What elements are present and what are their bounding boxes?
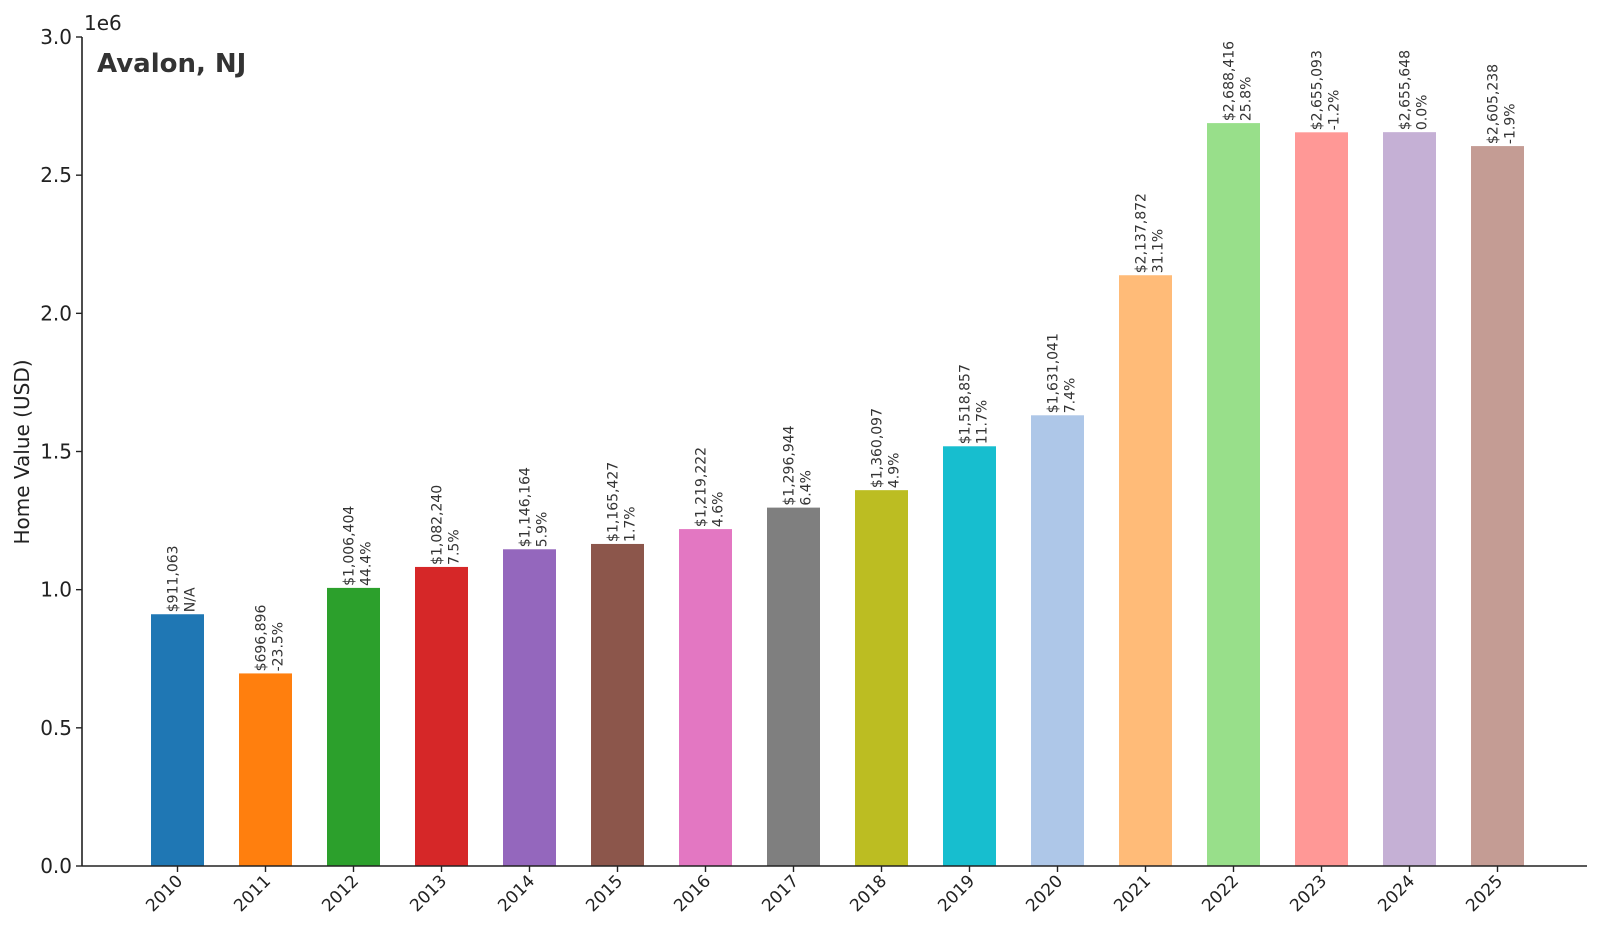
bar-value-label: $696,896 [254, 605, 270, 672]
bar-value-label: $1,296,944 [782, 425, 798, 505]
bar-change-label: 1.7% [623, 506, 639, 542]
bar [415, 566, 468, 866]
bar [1119, 275, 1172, 866]
bar-value-label: $2,605,238 [1486, 64, 1502, 144]
bar-change-label: N/A [183, 587, 199, 612]
bar-value-label: $1,219,222 [694, 447, 710, 527]
y-tick-label: 1.5 [40, 440, 72, 464]
y-tick-label: 3.0 [40, 25, 72, 49]
bar-value-label: $1,631,041 [1046, 333, 1062, 413]
bar-change-label: -1.2% [1327, 90, 1343, 131]
bar-value-label: $1,360,097 [870, 408, 886, 488]
x-tick-label: 2021 [1110, 871, 1155, 916]
bar [1207, 123, 1260, 866]
bar-change-label: -1.9% [1503, 103, 1519, 144]
bar-value-label: $1,082,240 [430, 485, 446, 565]
bar-change-label: 44.4% [359, 541, 375, 585]
y-tick-label: 0.0 [40, 854, 72, 878]
bar [679, 529, 732, 866]
bar [855, 490, 908, 866]
bar-value-label: $1,006,404 [342, 506, 358, 586]
bar [943, 446, 996, 866]
bar [239, 673, 292, 866]
x-axis: 2010 2011 2012 2013 2014 2015 2016 2017 2018 2019… [82, 865, 1587, 916]
y-axis: 0.0 0.5 1.0 1.5 2.0 2.5 3.0 [40, 25, 83, 878]
bar-change-label: 5.9% [535, 512, 551, 548]
bar-change-label: 11.7% [975, 400, 991, 444]
y-axis-label: Home Value (USD) [10, 359, 34, 544]
x-tick-label: 2024 [1374, 871, 1419, 916]
bar-value-label: $2,688,416 [1222, 41, 1238, 121]
bar [1031, 415, 1084, 866]
y-tick-label: 0.5 [40, 716, 72, 740]
bar-change-label: 7.5% [447, 529, 463, 565]
bar-change-label: 25.8% [1239, 77, 1255, 121]
bar-change-label: 31.1% [1151, 229, 1167, 273]
x-tick-label: 2023 [1286, 871, 1331, 916]
bar-value-label: $1,165,427 [606, 462, 622, 542]
bar-change-label: 7.4% [1063, 378, 1079, 414]
x-tick-label: 2022 [1198, 871, 1243, 916]
x-tick-label: 2013 [406, 871, 451, 916]
x-tick-label: 2012 [318, 871, 363, 916]
bars-group [151, 123, 1524, 867]
bar [1383, 132, 1436, 866]
y-tick-label: 1.0 [40, 578, 72, 602]
bar-change-label: 4.9% [887, 453, 903, 489]
bar-value-label: $1,146,164 [518, 467, 534, 547]
bar [503, 549, 556, 866]
x-tick-label: 2015 [582, 871, 627, 916]
x-tick-label: 2016 [670, 871, 715, 916]
x-tick-label: 2010 [142, 871, 187, 916]
bar [591, 543, 644, 866]
y-tick-label: 2.0 [40, 301, 72, 325]
x-tick-label: 2019 [934, 871, 979, 916]
chart-title: Avalon, NJ [97, 49, 246, 79]
bar [1295, 132, 1348, 866]
x-tick-label: 2011 [230, 871, 275, 916]
x-tick-label: 2014 [494, 871, 539, 916]
bar-value-label: $1,518,857 [958, 364, 974, 444]
bar-value-label: $2,655,648 [1398, 50, 1414, 130]
bar-change-label: 0.0% [1415, 95, 1431, 131]
bar [327, 587, 380, 866]
y-axis-offset-label: 1e6 [84, 11, 122, 35]
x-tick-label: 2017 [758, 871, 803, 916]
bar [767, 507, 820, 866]
bar [1471, 146, 1524, 867]
bar-value-label: $911,063 [166, 545, 182, 612]
bar-change-label: 6.4% [799, 470, 815, 506]
bar-value-label: $2,137,872 [1134, 193, 1150, 273]
y-tick-label: 2.5 [40, 163, 72, 187]
x-tick-label: 2020 [1022, 871, 1067, 916]
data-labels-group: $911,063 N/A $696,896 -23.5% $1,006,404 44.4%… [166, 41, 1519, 672]
x-tick-label: 2018 [846, 871, 891, 916]
bar [151, 614, 204, 866]
bar-change-label: 4.6% [711, 492, 727, 528]
bar-value-label: $2,655,093 [1310, 50, 1326, 130]
x-tick-label: 2025 [1462, 871, 1507, 916]
bar-change-label: -23.5% [271, 622, 287, 672]
